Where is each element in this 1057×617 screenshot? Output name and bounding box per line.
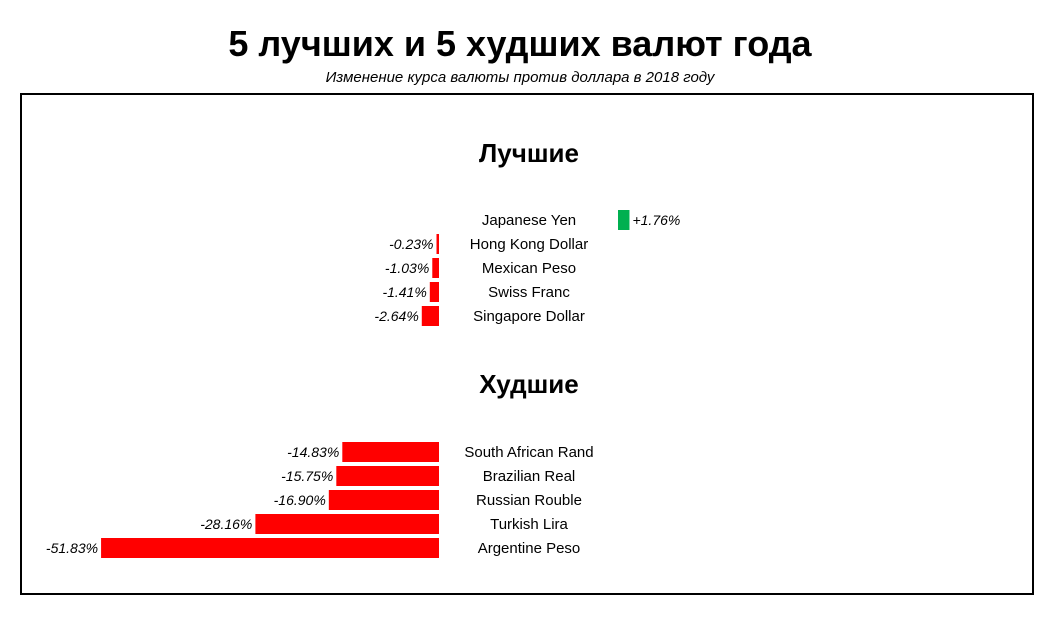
bar-south-african-rand	[342, 442, 439, 462]
value-label: -0.23%	[389, 236, 433, 252]
category-label: Hong Kong Dollar	[470, 236, 588, 253]
section-title: Лучшие	[479, 138, 579, 168]
category-label: Mexican Peso	[482, 260, 576, 277]
category-label: Japanese Yen	[482, 212, 576, 229]
chart-subtitle: Изменение курса валюты против доллара в …	[325, 69, 715, 86]
bar-hong-kong-dollar	[436, 234, 439, 254]
category-label: Swiss Franc	[488, 284, 570, 301]
category-label: Brazilian Real	[483, 468, 576, 485]
value-label: -1.41%	[382, 284, 426, 300]
category-label: Singapore Dollar	[473, 308, 585, 325]
category-label: Turkish Lira	[490, 516, 568, 533]
value-label: -1.03%	[385, 260, 429, 276]
category-label: South African Rand	[464, 444, 593, 461]
value-label: -16.90%	[274, 492, 326, 508]
category-label: Argentine Peso	[478, 540, 581, 557]
bar-singapore-dollar	[421, 306, 439, 326]
value-label: -14.83%	[287, 444, 339, 460]
bar-russian-rouble	[328, 490, 439, 510]
value-label: -28.16%	[200, 516, 252, 532]
bar-swiss-franc	[429, 282, 439, 302]
category-label: Russian Rouble	[476, 492, 582, 509]
bar-brazilian-real	[336, 466, 439, 486]
bar-argentine-peso	[101, 538, 440, 558]
chart-section-1: Лучшие Japanese Yen +1.76% Hong Kong Dollar…	[374, 138, 680, 326]
chart-frame	[20, 93, 1034, 595]
value-label: -51.83%	[46, 540, 98, 556]
chart-title: 5 лучших и 5 худших валют года	[228, 23, 812, 64]
chart-section-2: Худшие South African Rand -14.83% Brazilian…	[46, 369, 594, 558]
value-label: -2.64%	[374, 308, 418, 324]
value-label: +1.76%	[632, 212, 680, 228]
section-title: Худшие	[479, 369, 578, 399]
value-label: -15.75%	[281, 468, 333, 484]
bar-mexican-peso	[432, 258, 439, 278]
bar-turkish-lira	[255, 514, 439, 534]
bar-japanese-yen	[618, 210, 630, 230]
